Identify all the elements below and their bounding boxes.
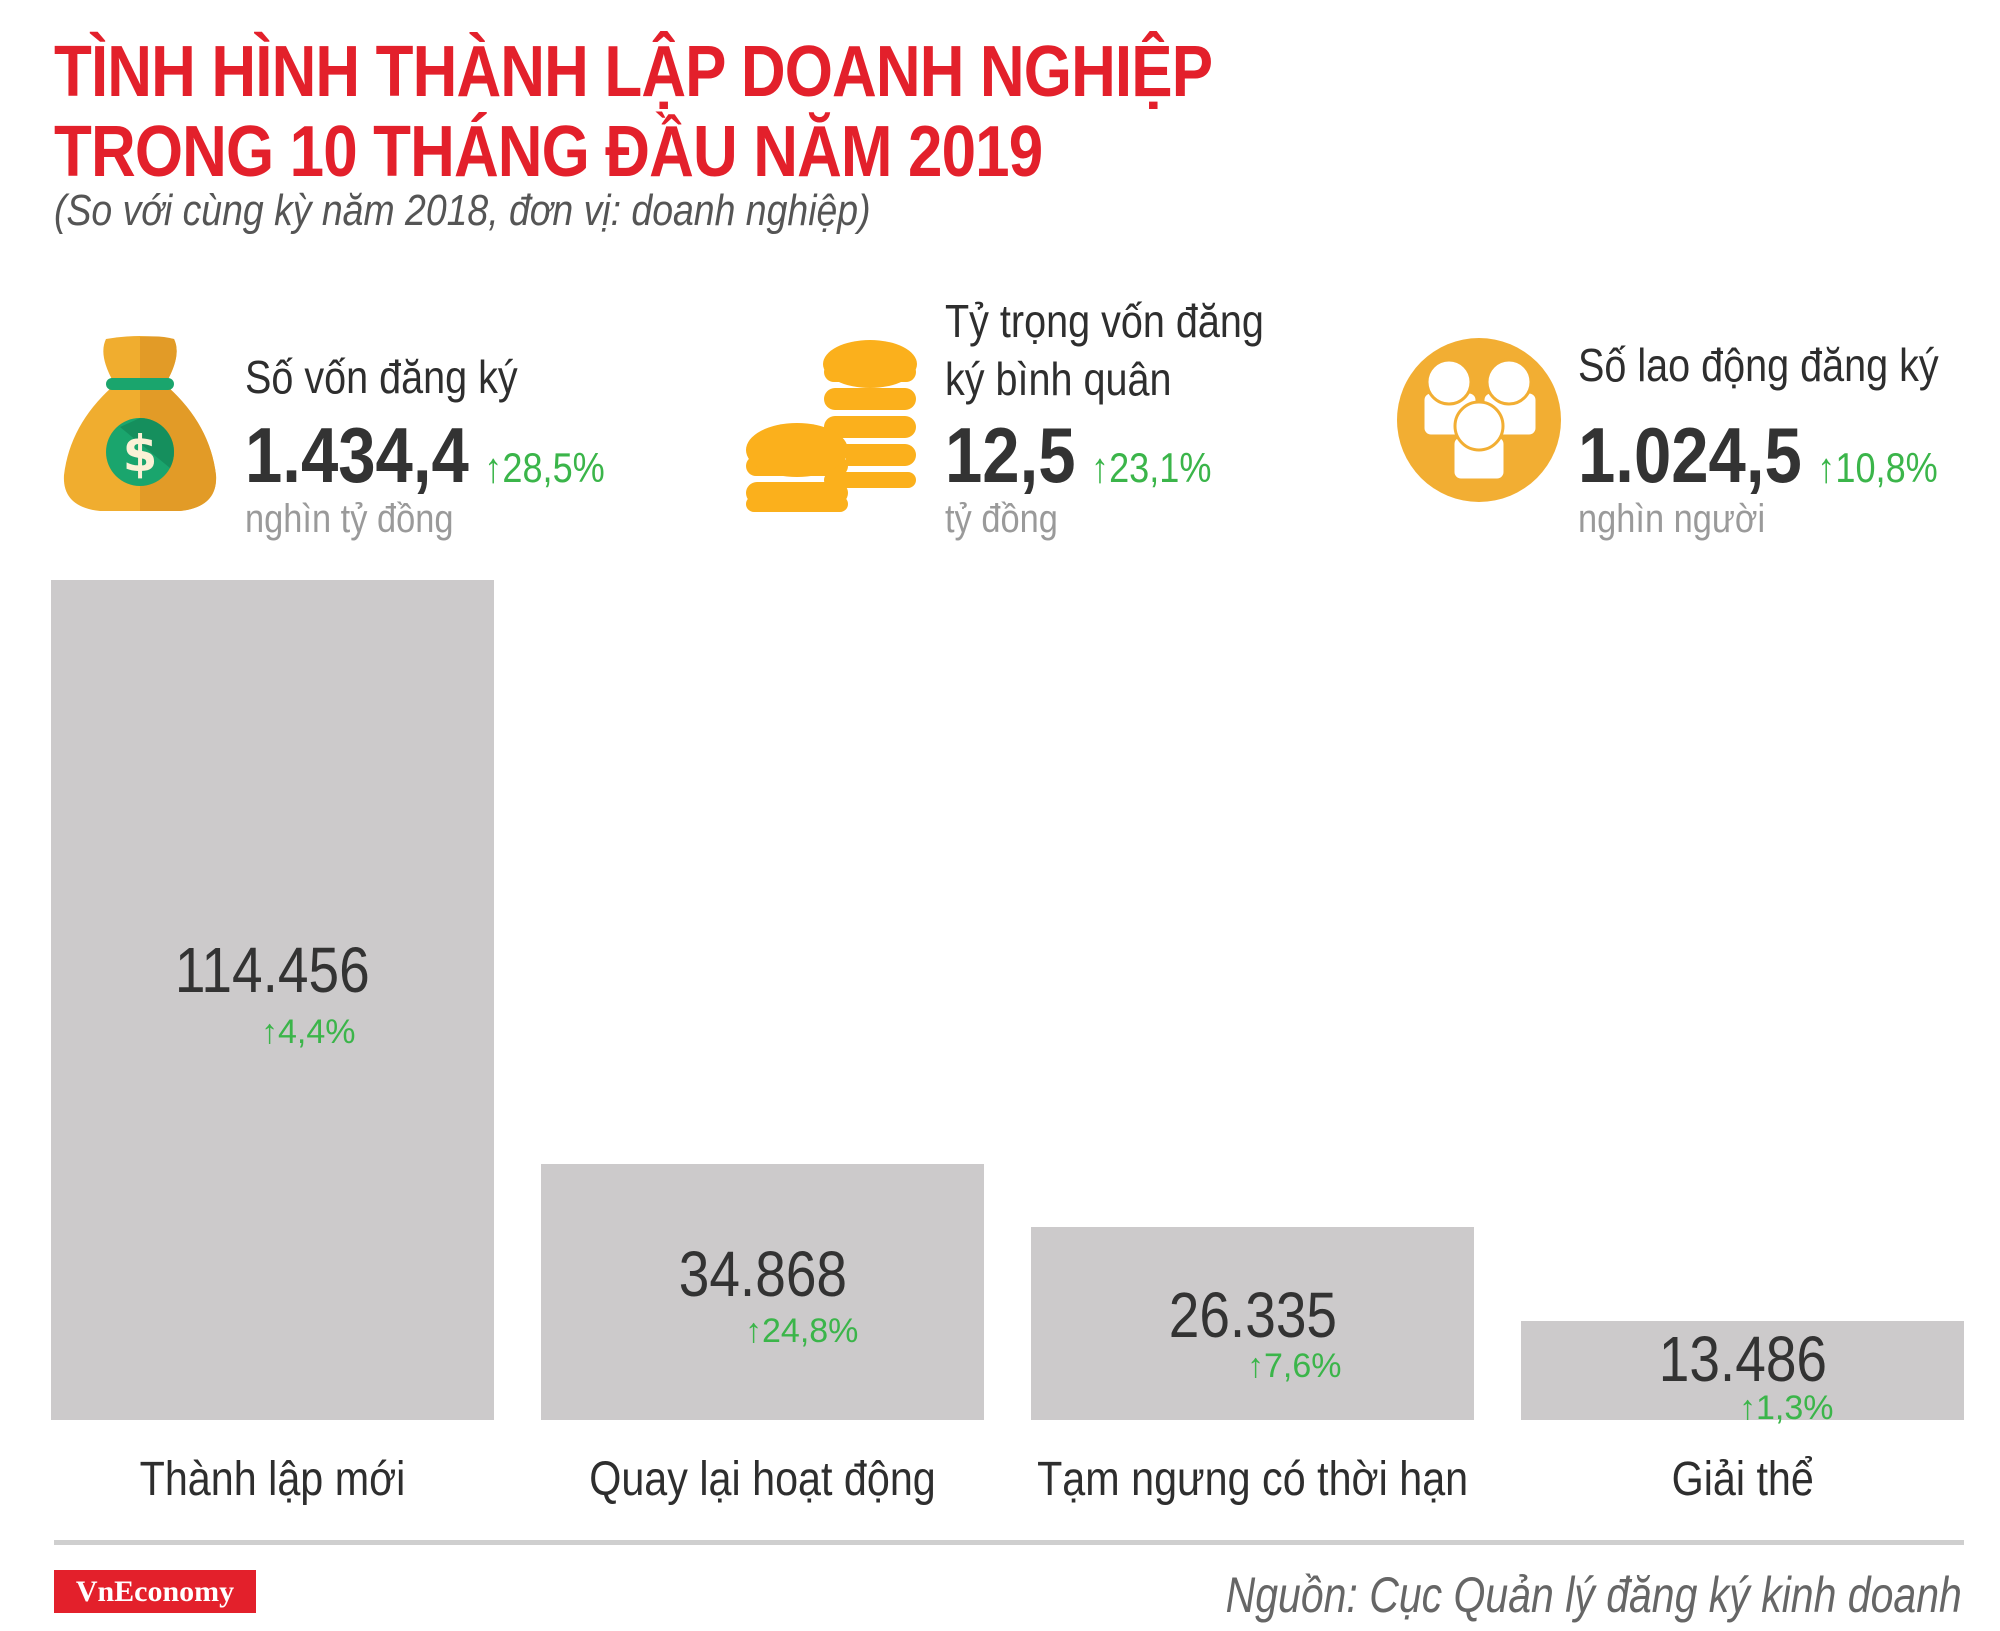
stat-unit: nghìn người xyxy=(1578,497,1766,541)
stat-value: 1.024,5 ↑10,8% xyxy=(1578,416,1938,494)
bar-value: 34.868 xyxy=(678,1238,847,1310)
coin-stack-icon xyxy=(746,340,917,512)
stat-change-value: 23,1% xyxy=(1109,444,1212,491)
arrow-up-icon: ↑ xyxy=(1817,444,1836,491)
stat-change: ↑28,5% xyxy=(484,444,604,491)
bar-value: 26.335 xyxy=(1168,1279,1337,1351)
bar-change: ↑4,4% xyxy=(261,1013,356,1051)
arrow-up-icon: ↑ xyxy=(745,1312,762,1350)
stat-number: 1.024,5 xyxy=(1578,411,1802,499)
stat-label-line-2: ký bình quân xyxy=(945,353,1172,405)
bar-value: 13.486 xyxy=(1658,1323,1827,1395)
stat-value: 12,5 ↑23,1% xyxy=(945,416,1212,494)
arrow-up-icon: ↑ xyxy=(484,444,503,491)
bar-tam-ngung-co-thoi-han: 26.335 ↑7,6% xyxy=(1031,1227,1474,1420)
bar-thanh-lap-moi: 114.456 ↑4,4% xyxy=(51,580,494,1420)
stat-label-line-1: Tỷ trọng vốn đăng xyxy=(945,295,1264,347)
category-label: Giải thể xyxy=(1671,1453,1814,1506)
stat-unit: nghìn tỷ đồng xyxy=(245,497,454,541)
arrow-up-icon: ↑ xyxy=(261,1013,278,1051)
arrow-up-icon: ↑ xyxy=(1247,1347,1264,1385)
bar-giai-the: 13.486 ↑1,3% xyxy=(1521,1321,1964,1425)
bar-quay-lai-hoat-dong: 34.868 ↑24,8% xyxy=(541,1164,984,1420)
category-label: Quay lại hoạt động xyxy=(589,1453,936,1506)
bar-change: ↑7,6% xyxy=(1247,1347,1342,1385)
category-label: Tạm ngưng có thời hạn xyxy=(1036,1453,1469,1506)
source-note: Nguồn: Cục Quản lý đăng ký kinh doanh xyxy=(1225,1567,1962,1623)
stat-change-value: 28,5% xyxy=(502,444,605,491)
arrow-up-icon: ↑ xyxy=(1739,1389,1756,1427)
bar-value: 114.456 xyxy=(175,934,370,1006)
stat-label: Số lao động đăng ký xyxy=(1578,339,1939,391)
stat-unit: tỷ đồng xyxy=(945,497,1058,541)
category-label: Thành lập mới xyxy=(139,1453,406,1506)
stat-change-value: 10,8% xyxy=(1835,444,1938,491)
bar-change: ↑24,8% xyxy=(745,1312,859,1350)
arrow-up-icon: ↑ xyxy=(1091,444,1110,491)
title-line-1: TÌNH HÌNH THÀNH LẬP DOANH NGHIỆP xyxy=(54,32,1213,112)
stat-change: ↑10,8% xyxy=(1817,444,1937,491)
stat-number: 12,5 xyxy=(945,411,1076,499)
title-line-2: TRONG 10 THÁNG ĐẦU NĂM 2019 xyxy=(54,112,1043,192)
stat-change: ↑23,1% xyxy=(1091,444,1211,491)
brand-logo: VnEconomy xyxy=(54,1570,256,1613)
footer-divider xyxy=(54,1540,1964,1545)
stat-label: Số vốn đăng ký xyxy=(245,351,518,403)
stat-number: 1.434,4 xyxy=(245,411,469,499)
bar-change: ↑1,3% xyxy=(1739,1389,1834,1427)
svg-text:$: $ xyxy=(123,425,158,483)
stat-value: 1.434,4 ↑28,5% xyxy=(245,416,605,494)
money-bag-icon: $ xyxy=(63,336,217,511)
people-group-icon xyxy=(1397,338,1561,502)
subtitle: (So với cùng kỳ năm 2018, đơn vị: doanh … xyxy=(54,186,871,235)
